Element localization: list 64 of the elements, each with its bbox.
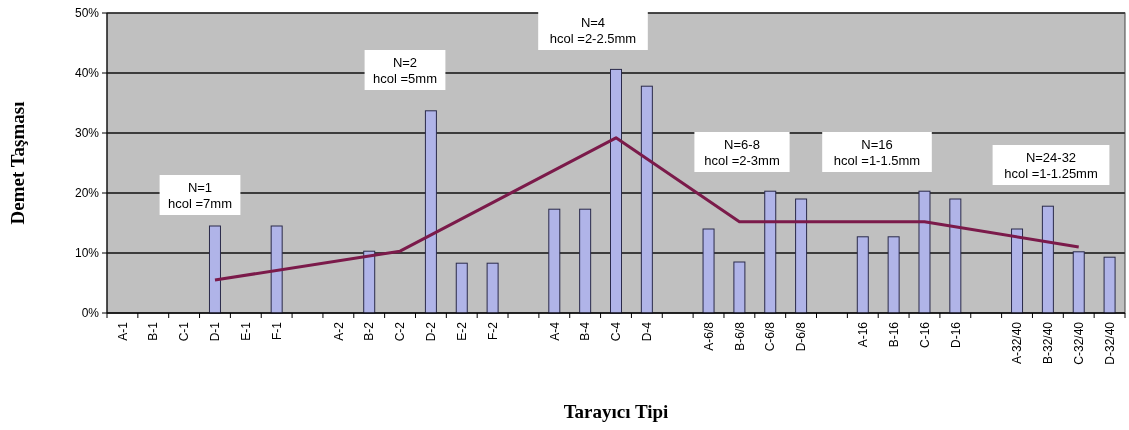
annotation: N=24-32 hcol =1-1.25mm [1004,150,1098,181]
bar [640,85,653,314]
bar [1103,256,1116,314]
x-tick-label: B-32/40 [1041,321,1056,365]
annotation: N=16 hcol =1-1.5mm [833,137,921,168]
bar [764,190,777,314]
x-tick-label: C-32/40 [1071,321,1086,365]
y-tick-label: 50% [74,6,100,21]
x-tick-label: A-1 [115,321,130,341]
bar [856,236,869,314]
bar [702,228,715,314]
annotation: N=6-8 hcol =2-3mm [704,137,780,168]
x-tick-label: B-2 [362,321,377,341]
annotation: N=2 hcol =5mm [373,55,437,86]
annotation: N=1 hcol =7mm [168,180,232,211]
x-tick-label: D-32/40 [1102,321,1117,365]
bar [733,261,746,314]
bar [455,262,468,314]
x-tick-label: A-32/40 [1010,321,1025,365]
annotation: N=4 hcol =2-2.5mm [549,15,637,46]
x-tick-label: C-2 [393,321,408,342]
x-tick-label: D-4 [640,321,655,342]
y-tick-label: 40% [74,66,100,81]
bar [579,208,592,314]
x-tick-label: B-1 [146,321,161,341]
bar [1072,251,1085,314]
bar [208,225,221,314]
x-tick-label: A-2 [331,321,346,341]
x-tick-label: D-2 [424,321,439,342]
bar [887,236,900,314]
x-tick-label: D-6/8 [794,321,809,352]
y-axis-title: Demet Taşması [7,101,28,225]
x-tick-label: F-2 [485,321,500,340]
x-tick-label: C-6/8 [763,321,778,352]
x-tick-label: C-4 [609,321,624,342]
bar [486,262,499,314]
x-tick-label: C-16 [917,321,932,349]
x-axis-title: Tarayıcı Tipi [563,401,669,422]
x-tick-label: E-1 [239,321,254,341]
x-tick-label: D-16 [948,321,963,349]
bar [424,110,437,314]
x-tick-label: B-16 [886,321,901,348]
bar [1041,205,1054,314]
y-tick-label: 10% [74,246,100,261]
bar [363,250,376,314]
bar [1011,228,1024,314]
x-tick-label: B-6/8 [732,321,747,351]
x-tick-label: A-6/8 [701,321,716,351]
bar [795,198,808,314]
y-tick-label: 30% [74,126,100,141]
x-tick-label: B-4 [578,321,593,341]
x-tick-label: D-1 [208,321,223,342]
x-tick-label: E-2 [454,321,469,341]
x-tick-label: A-4 [547,321,562,341]
bar [270,225,283,314]
y-tick-label: 20% [74,186,100,201]
x-tick-label: F-1 [269,321,284,340]
bar [918,190,931,314]
bar [949,198,962,314]
bar [610,68,622,314]
x-tick-label: C-1 [177,321,192,342]
x-tick-label: A-16 [855,321,870,348]
bar [548,208,561,314]
y-tick-label: 0% [81,306,100,321]
